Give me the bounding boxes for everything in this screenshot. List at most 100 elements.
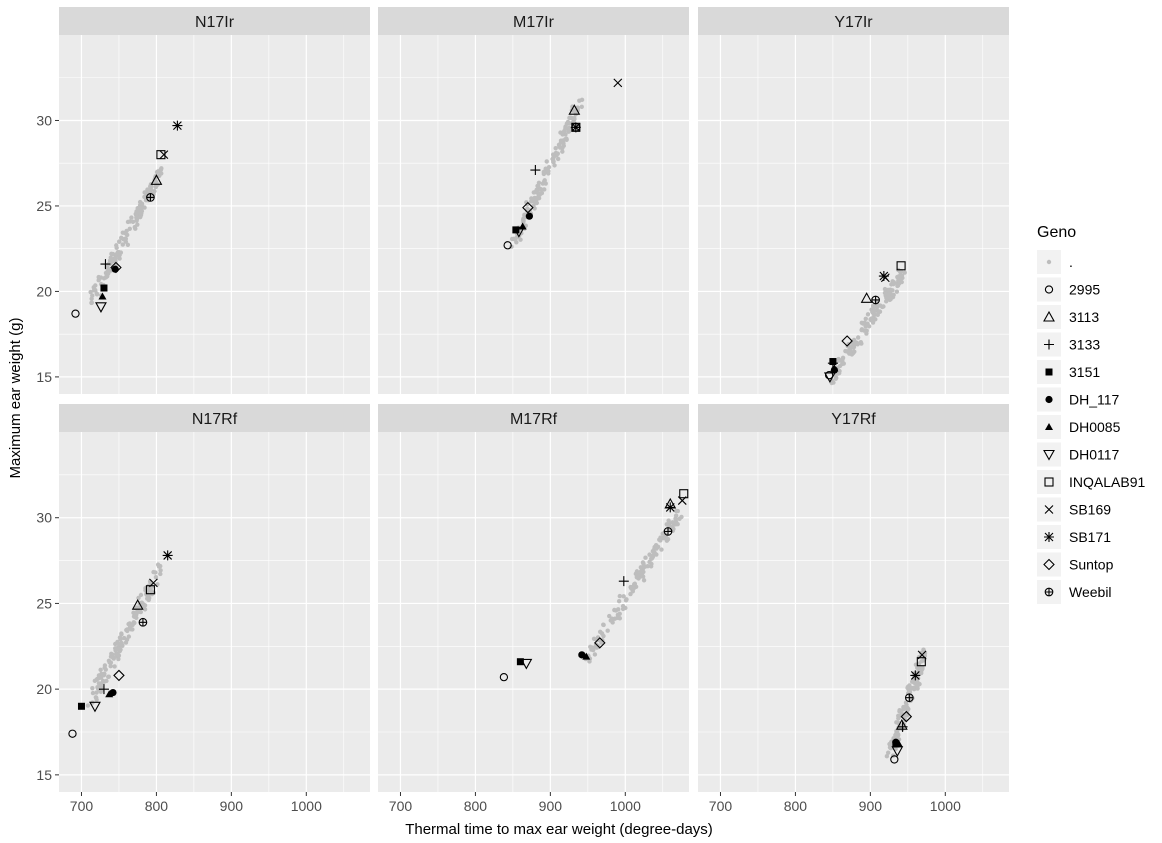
y-tick-label: 15 — [36, 369, 52, 385]
point-DH0117 — [823, 372, 836, 384]
facet-strip — [59, 404, 370, 432]
background-point — [531, 190, 536, 195]
legend-item: 3133 — [1037, 332, 1100, 357]
background-point — [675, 521, 680, 527]
background-point — [125, 242, 131, 247]
point-3151 — [829, 358, 837, 366]
background-point — [919, 667, 924, 673]
background-point — [116, 250, 122, 255]
background-point — [859, 341, 864, 346]
background-point — [88, 289, 93, 295]
legend-item: Weebil — [1037, 580, 1112, 604]
background-point — [679, 514, 684, 520]
x-tick-label: 800 — [784, 798, 808, 814]
background-point — [125, 219, 131, 225]
background-point — [852, 349, 857, 354]
background-point — [120, 230, 126, 235]
background-point — [883, 299, 889, 304]
background-point — [889, 282, 894, 287]
background-point — [553, 145, 558, 151]
background-point — [881, 304, 886, 309]
background-point — [887, 291, 893, 296]
point-SB171 — [172, 120, 183, 131]
background-point — [874, 305, 880, 310]
point-DH_117 — [525, 212, 533, 220]
point-3151 — [100, 284, 108, 292]
background-point — [109, 251, 114, 257]
background-point — [643, 555, 648, 560]
facet-strip-label: M17Rf — [510, 411, 558, 428]
legend-label: SB171 — [1069, 529, 1111, 545]
facet-strip-label: N17Rf — [192, 411, 238, 428]
background-point — [89, 300, 94, 306]
y-tick-label: 30 — [36, 510, 52, 526]
legend-key-symbol — [1044, 532, 1054, 542]
legend-label: Suntop — [1069, 557, 1114, 573]
point-Suntop — [841, 335, 853, 347]
background-point — [870, 316, 875, 321]
legend-item: . — [1037, 250, 1073, 274]
background-point — [579, 97, 585, 103]
genotype-points — [823, 261, 906, 384]
background-point — [641, 578, 647, 583]
x-tick-label: 900 — [859, 798, 883, 814]
background-point — [521, 218, 526, 223]
background-point — [534, 200, 539, 206]
point-DH0085 — [98, 292, 107, 300]
genotype-points — [499, 489, 689, 682]
background-point — [105, 274, 110, 279]
background-point — [151, 569, 156, 575]
background-point — [617, 616, 623, 621]
background-point — [127, 226, 132, 231]
background-point — [872, 308, 877, 314]
background-point — [93, 283, 98, 288]
facet-panel-Y17Ir: Y17Ir — [698, 7, 1009, 394]
background-point — [152, 189, 157, 194]
background-point — [624, 597, 629, 602]
background-point — [117, 256, 122, 261]
x-tick-label: 900 — [220, 798, 244, 814]
background-point — [601, 622, 606, 627]
legend-label: DH0117 — [1069, 447, 1120, 463]
point-3113 — [860, 292, 873, 303]
background-point — [634, 569, 640, 574]
background-point — [890, 288, 895, 293]
background-point — [560, 149, 565, 154]
background-point — [98, 675, 104, 680]
background-point — [562, 137, 568, 142]
legend: Geno . 2995 3113 3133 3151 DH_117 DH0085 DH0117… — [1037, 224, 1145, 604]
facet-strip-label: M17Ir — [513, 14, 555, 31]
background-point — [135, 222, 140, 227]
background-point — [522, 212, 527, 217]
background-point — [90, 690, 96, 696]
point-INQALAB91 — [156, 150, 166, 160]
background-point — [905, 685, 910, 691]
point-Weebil — [871, 295, 880, 305]
x-tick-label: 800 — [145, 798, 169, 814]
background-points — [88, 166, 164, 306]
point-Suntop — [522, 201, 534, 214]
background-point — [539, 190, 545, 196]
legend-key-symbol — [1044, 285, 1054, 294]
background-point — [609, 616, 615, 621]
facet-strip — [378, 404, 689, 432]
background-points — [884, 647, 928, 759]
background-point — [143, 588, 148, 593]
point-Suntop — [900, 710, 913, 723]
background-point — [894, 720, 899, 725]
point-Weebil — [571, 122, 581, 132]
background-point — [560, 132, 565, 137]
y-tick-label: 30 — [36, 112, 52, 128]
point-Suntop — [594, 637, 606, 649]
legend-label: DH0085 — [1069, 419, 1121, 435]
background-point — [142, 190, 147, 195]
legend-key-symbol — [1044, 505, 1054, 514]
x-tick-label: 700 — [709, 798, 733, 814]
legend-key-symbol — [1045, 368, 1053, 376]
point-SB169 — [159, 150, 169, 160]
x-tick-label: 900 — [539, 798, 563, 814]
background-point — [897, 281, 902, 286]
background-point — [651, 549, 656, 555]
background-point — [139, 206, 144, 211]
facet-panel-N17Ir: N17Ir — [59, 7, 370, 394]
